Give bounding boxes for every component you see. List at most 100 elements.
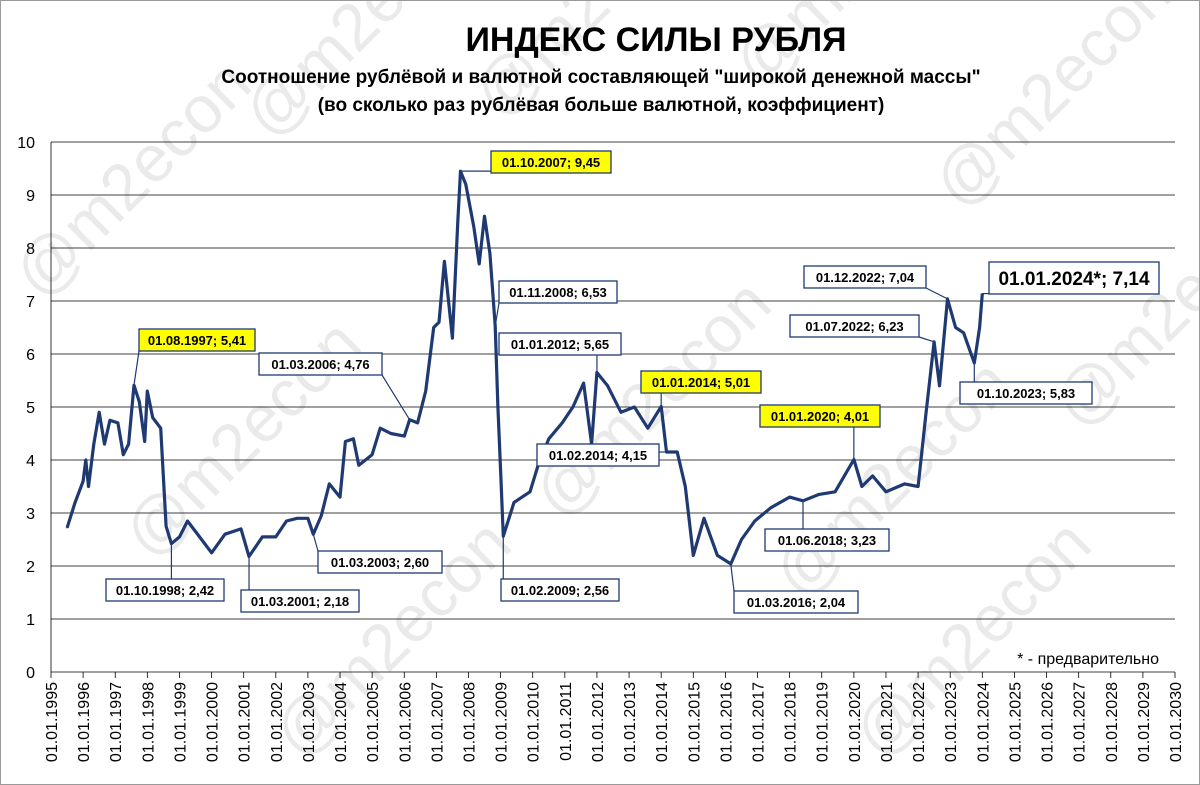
data-point	[834, 491, 836, 493]
data-point	[224, 533, 226, 535]
annotation-label: 01.03.2006; 4,76	[271, 357, 369, 372]
x-tick-label: 01.01.2000	[205, 682, 222, 762]
data-point	[633, 406, 636, 408]
data-point	[607, 385, 609, 387]
data-point	[465, 183, 467, 185]
data-point	[438, 321, 440, 323]
data-point	[87, 485, 90, 488]
footnote: * - предварительно	[1017, 651, 1159, 668]
annotation-box	[138, 328, 256, 352]
data-point	[146, 390, 148, 392]
data-point	[109, 419, 111, 421]
x-tick-label: 01.01.2015	[686, 682, 703, 762]
data-point	[676, 451, 678, 453]
y-tick-label: 10	[17, 135, 35, 152]
annotation-label: 01.01.2012; 5,65	[511, 337, 609, 352]
annotation-leader	[494, 302, 500, 327]
data-point	[82, 480, 84, 482]
data-point	[93, 443, 95, 445]
y-tick-label: 8	[26, 241, 35, 258]
chart-title: ИНДЕКС СИЛЫ РУБЛЯ	[465, 21, 846, 59]
data-point	[620, 411, 622, 413]
data-point	[871, 475, 874, 477]
annotation-leader	[918, 336, 935, 343]
data-point	[339, 496, 341, 498]
data-point	[979, 326, 981, 329]
data-point	[489, 252, 491, 254]
data-point	[103, 443, 106, 445]
data-point	[754, 520, 756, 522]
data-point	[240, 528, 242, 530]
data-point	[703, 517, 705, 519]
annotation-box	[803, 265, 927, 289]
data-point	[443, 260, 445, 262]
data-point	[684, 485, 686, 488]
annotation-box	[498, 332, 622, 356]
chart-subtitle-line2: (во сколько раз рублёвая больше валютной…	[318, 95, 885, 116]
x-tick-label: 01.01.1999	[172, 682, 189, 762]
data-point	[917, 485, 919, 488]
annotation-leader	[730, 563, 735, 592]
x-tick-label: 01.01.2027	[1072, 682, 1089, 762]
data-point	[582, 382, 585, 384]
annotation-label: 01.06.2018; 3,23	[778, 533, 876, 548]
x-tick-label: 01.01.2002	[269, 682, 286, 762]
data-point	[358, 464, 360, 466]
annotation-layer: 01.08.1997; 5,41 01.10.1998; 2,42 01.03.20…	[105, 150, 1160, 614]
annotation-box	[258, 352, 383, 376]
data-point	[178, 536, 181, 538]
watermark-text: @m2econ	[259, 505, 525, 771]
data-point	[861, 485, 863, 488]
annotation-label: 01.02.2009; 2,56	[511, 583, 609, 598]
data-point	[451, 337, 454, 339]
y-tick-label: 7	[26, 294, 35, 311]
x-tick-label: 01.01.2008	[461, 682, 478, 762]
annotation-label: 01.07.2022; 6,23	[805, 319, 903, 334]
annotation-box	[988, 261, 1160, 295]
annotation-label: 01.03.2001; 2,18	[251, 594, 349, 609]
annotation-label: 01.03.2016; 2,04	[747, 595, 846, 610]
data-point	[962, 332, 965, 334]
data-point	[152, 417, 154, 419]
series-line	[65, 169, 984, 566]
annotation-box	[764, 528, 890, 552]
data-point	[572, 406, 574, 408]
annotation-box	[240, 589, 360, 613]
x-tick-label: 01.01.2020	[847, 682, 864, 762]
data-point	[529, 491, 531, 493]
annotation-box	[317, 550, 443, 574]
data-point	[692, 554, 694, 557]
annotation-box	[640, 370, 762, 394]
data-point	[122, 454, 124, 456]
x-tick-label: 01.01.2024	[975, 682, 992, 762]
data-point	[74, 501, 76, 503]
data-point	[307, 517, 309, 519]
x-tick-label: 01.01.2016	[718, 682, 735, 762]
data-point	[352, 438, 355, 440]
x-tick-label: 01.01.1998	[140, 682, 157, 762]
data-point	[483, 215, 486, 217]
annotation-label: 01.01.2014; 5,01	[652, 375, 750, 390]
data-point	[379, 427, 381, 429]
annotation-leader	[312, 534, 319, 552]
x-tick-label: 01.01.2014	[654, 682, 671, 762]
data-point	[390, 432, 392, 435]
y-tick-label: 4	[26, 453, 35, 470]
data-point	[144, 440, 146, 443]
x-tick-label: 01.01.2019	[815, 682, 832, 762]
annotation-box	[959, 381, 1093, 405]
x-tick-label: 01.01.2018	[783, 682, 800, 762]
data-point	[194, 530, 197, 533]
data-point	[417, 422, 419, 424]
annotation-label: 01.10.1998; 2,42	[116, 583, 214, 598]
y-tick-label: 3	[26, 506, 35, 523]
watermark-text: @m2econ	[919, 1, 1185, 221]
data-point	[789, 496, 791, 498]
data-point	[66, 527, 68, 529]
data-point	[561, 422, 563, 424]
x-tick-label: 01.01.1995	[44, 682, 61, 762]
annotation-box	[500, 578, 620, 602]
x-tick-label: 01.01.2001	[237, 682, 254, 762]
x-tick-label: 01.01.2025	[1007, 682, 1024, 762]
data-point	[128, 443, 130, 445]
